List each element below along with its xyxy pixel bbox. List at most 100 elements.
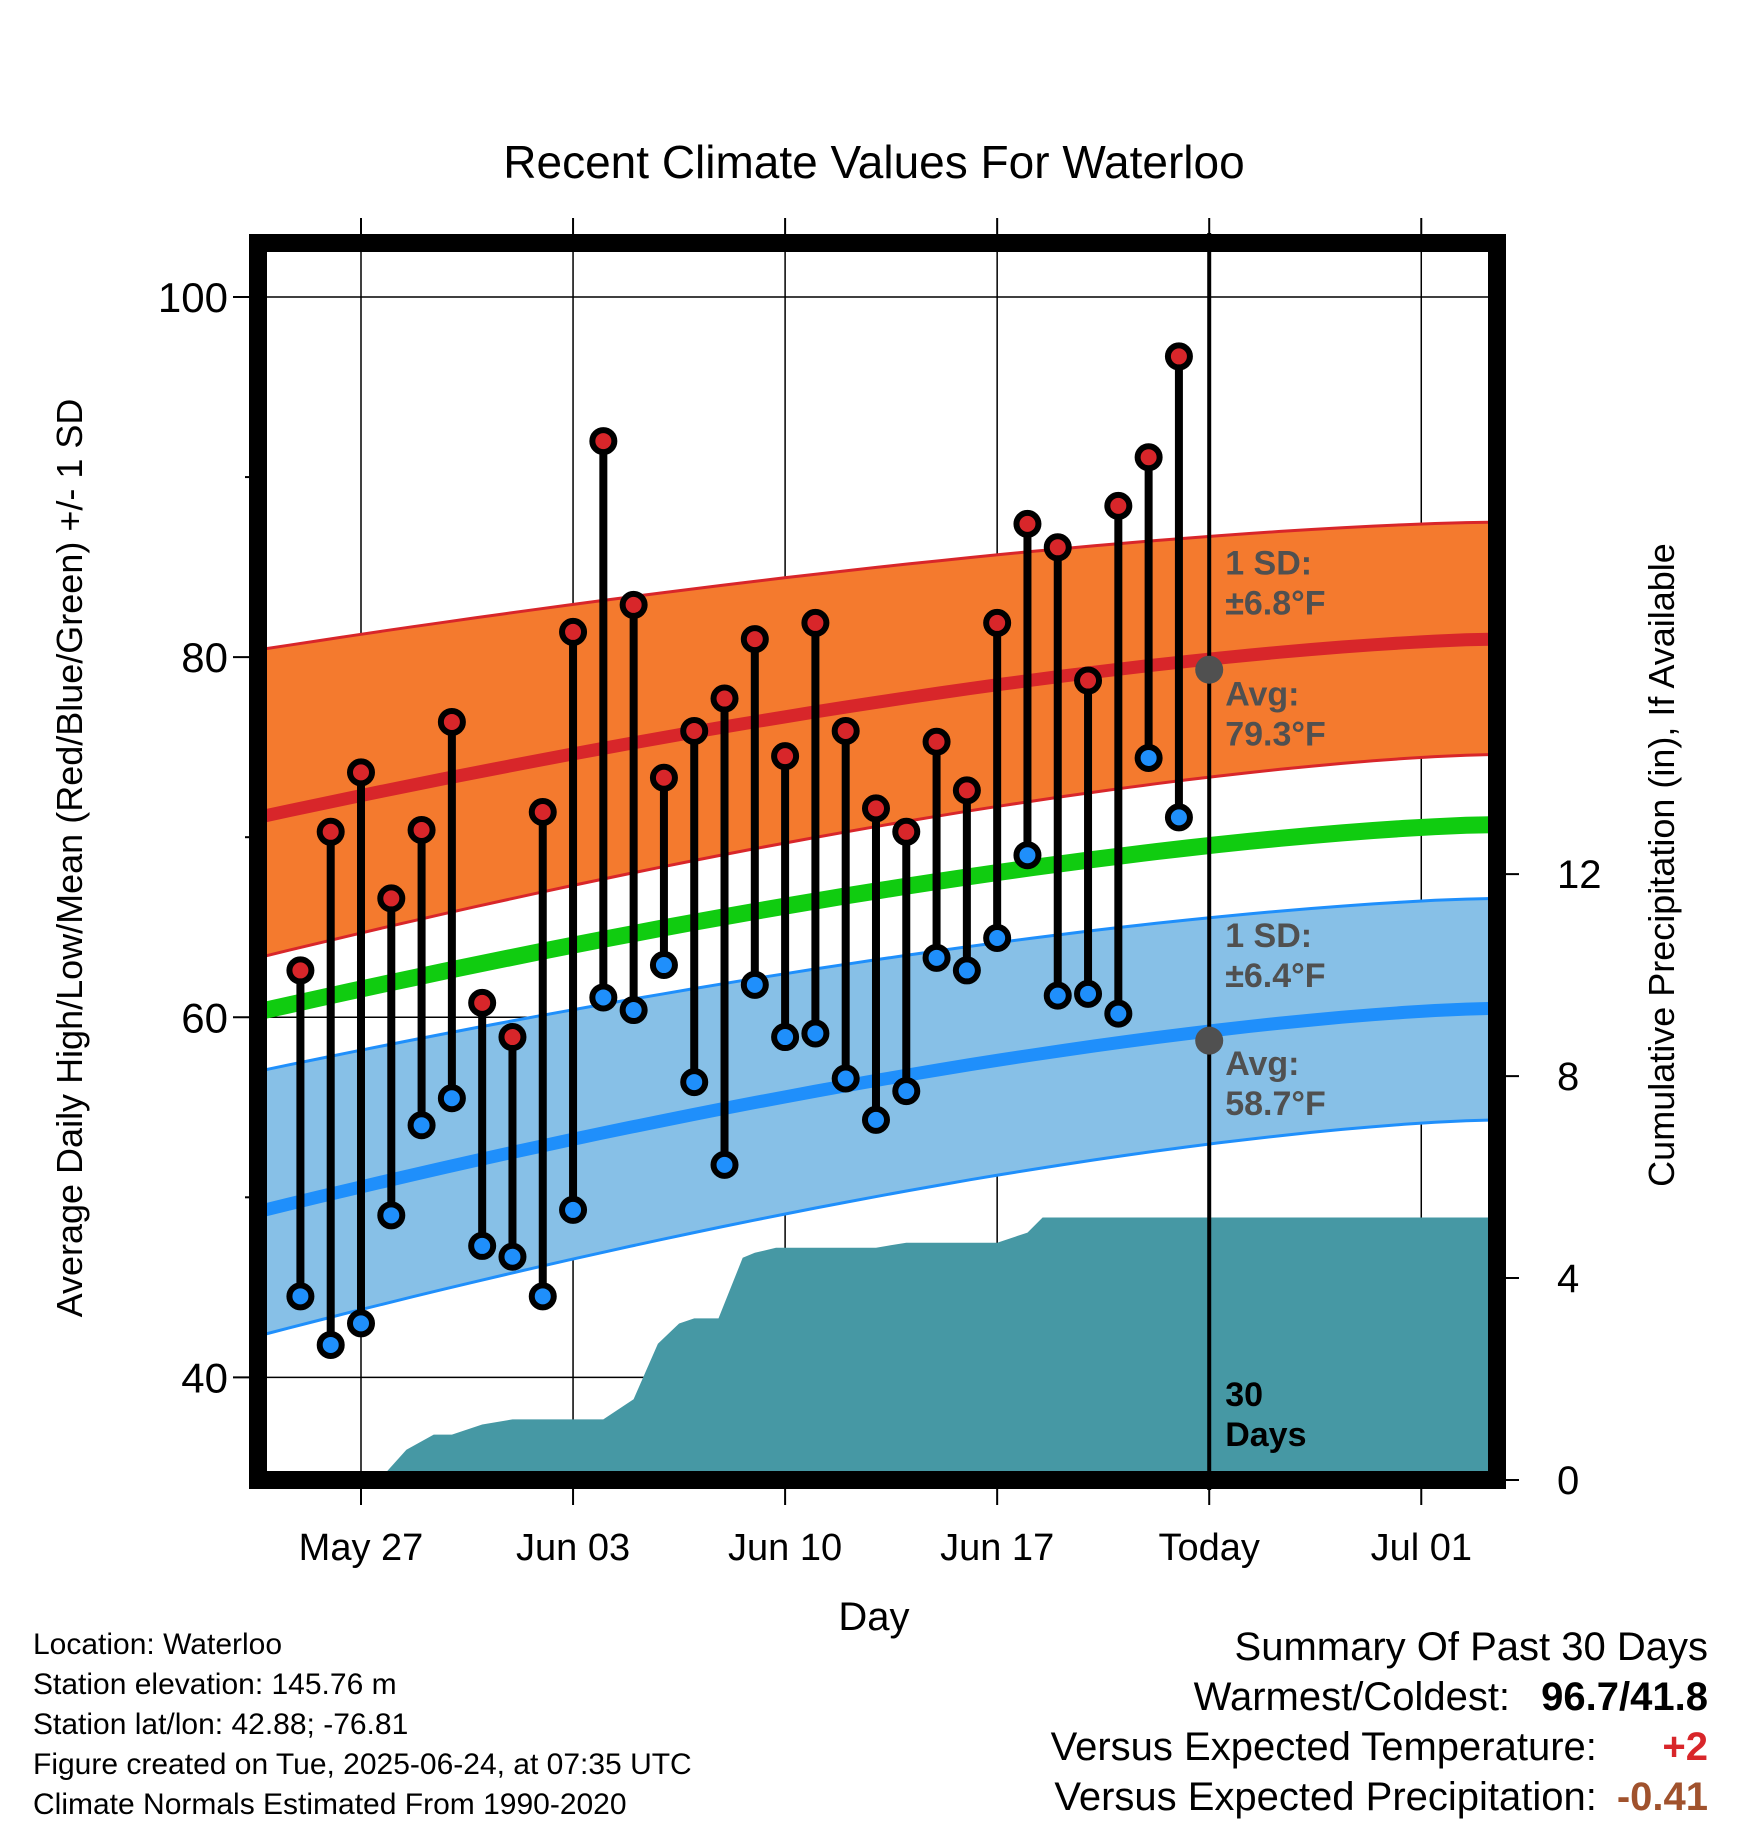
low-point <box>649 951 678 980</box>
high-point <box>1104 491 1133 520</box>
high-sd-annotation-line-2: ±6.8°F <box>1225 584 1325 622</box>
high-point <box>619 590 648 619</box>
low-point <box>861 1105 890 1134</box>
low-avg-annotation-line-1: Avg: <box>1225 1045 1299 1083</box>
precip-vs-expected-row: Versus Expected Precipitation: -0.41 <box>1051 1772 1708 1822</box>
high-point <box>831 716 860 745</box>
summary-heading: Summary Of Past 30 Days <box>1234 1625 1708 1669</box>
high-point <box>346 758 375 787</box>
low-point <box>740 970 769 999</box>
y-tick-label-right: 8 <box>1557 1055 1579 1099</box>
low-point <box>983 924 1012 953</box>
low-point <box>952 956 981 985</box>
y-axis-label-left: Average Daily High/Low/Mean (Red/Blue/Gr… <box>49 399 90 1318</box>
high-point <box>922 727 951 756</box>
latlon-text: Station lat/lon: 42.88; -76.81 <box>33 1708 409 1741</box>
high-normal-line <box>256 632 1498 824</box>
y-tick-label-left: 100 <box>158 274 228 321</box>
low-point <box>286 1282 315 1311</box>
y-tick-label-right: 0 <box>1557 1459 1579 1503</box>
y-tick-label-left: 80 <box>181 634 228 681</box>
y-tick-label-right: 12 <box>1557 853 1602 897</box>
x-tick-label: Jun 17 <box>940 1527 1054 1569</box>
high-point <box>468 988 497 1017</box>
high-point <box>377 884 406 913</box>
low-point <box>892 1077 921 1106</box>
low-point <box>316 1330 345 1359</box>
today-low-normal-marker <box>1195 1026 1224 1055</box>
high-point <box>649 763 678 792</box>
days-annotation-line-2: Days <box>1225 1416 1306 1454</box>
chart-title: Recent Climate Values For Waterloo <box>503 136 1244 188</box>
high-point <box>740 625 769 654</box>
high-point <box>1164 342 1193 371</box>
temp-vs-expected-label: Versus Expected Temperature: <box>1050 1725 1597 1769</box>
plot-frame <box>249 234 1506 1489</box>
x-tick-label: Jun 03 <box>516 1527 630 1569</box>
high-point <box>286 956 315 985</box>
high-point <box>983 608 1012 637</box>
high-point <box>1134 443 1163 472</box>
location-text: Location: Waterloo <box>33 1628 283 1661</box>
x-tick-label: Jun 10 <box>728 1527 842 1569</box>
warmest-coldest-label: Warmest/Coldest: <box>1193 1675 1511 1719</box>
low-point <box>680 1068 709 1097</box>
normals-text: Climate Normals Estimated From 1990-2020 <box>33 1788 627 1821</box>
low-point <box>771 1023 800 1052</box>
low-point <box>1164 803 1193 832</box>
high-sd-band-upper-edge <box>257 520 1498 652</box>
today-high-normal-marker <box>1195 655 1224 684</box>
temp-vs-expected-row: Versus Expected Temperature: +2 <box>1051 1722 1708 1772</box>
low-point <box>528 1282 557 1311</box>
low-point <box>922 943 951 972</box>
low-point <box>346 1309 375 1338</box>
high-point <box>1013 509 1042 538</box>
low-sd-band-lower-edge <box>257 1118 1498 1338</box>
warmest-coldest-value: 96.7/41.8 <box>1541 1675 1708 1719</box>
summary-panel: Summary Of Past 30 Days Warmest/Coldest:… <box>1051 1622 1708 1822</box>
low-point <box>407 1111 436 1140</box>
low-point <box>801 1019 830 1048</box>
low-point <box>559 1195 588 1224</box>
low-point <box>1134 743 1163 772</box>
high-point <box>498 1023 527 1052</box>
low-point <box>831 1064 860 1093</box>
y-tick-label-left: 40 <box>181 1354 228 1401</box>
warmest-coldest-row: Warmest/Coldest: 96.7/41.8 <box>1051 1672 1708 1722</box>
x-axis-label: Day <box>838 1595 909 1639</box>
high-point <box>892 817 921 846</box>
low-sd-annotation-line-1: 1 SD: <box>1225 917 1312 955</box>
precip-vs-expected-label: Versus Expected Precipitation: <box>1054 1775 1597 1819</box>
low-point <box>1043 981 1072 1010</box>
high-point <box>952 776 981 805</box>
low-point <box>468 1231 497 1260</box>
high-point <box>589 427 618 456</box>
high-point <box>1043 533 1072 562</box>
high-avg-annotation-line-1: Avg: <box>1225 676 1299 714</box>
x-tick-label: Jul 01 <box>1371 1527 1472 1569</box>
high-point <box>771 742 800 771</box>
days-annotation-line-1: 30 <box>1225 1376 1263 1414</box>
low-avg-annotation-line-2: 58.7°F <box>1225 1085 1326 1123</box>
high-sd-annotation-line-1: 1 SD: <box>1225 544 1312 582</box>
low-point <box>710 1150 739 1179</box>
created-text: Figure created on Tue, 2025-06-24, at 07… <box>33 1748 692 1781</box>
x-tick-label: Today <box>1159 1527 1260 1569</box>
high-point <box>528 797 557 826</box>
high-point <box>407 815 436 844</box>
low-sd-annotation-line-2: ±6.4°F <box>1225 957 1325 995</box>
precip-vs-expected-value: -0.41 <box>1616 1775 1708 1819</box>
station-info: Location: Waterloo Station elevation: 14… <box>33 1625 692 1825</box>
high-point <box>861 794 890 823</box>
y-axis-label-right: Cumulative Precipitation (in), If Availa… <box>1641 543 1682 1187</box>
high-point <box>710 684 739 713</box>
precipitation-area <box>258 1217 1497 1480</box>
elevation-text: Station elevation: 145.76 m <box>33 1668 397 1701</box>
y-tick-label-right: 4 <box>1557 1257 1579 1301</box>
temp-vs-expected-value: +2 <box>1662 1725 1708 1769</box>
high-point <box>559 617 588 646</box>
low-point <box>377 1201 406 1230</box>
x-tick-label: May 27 <box>299 1527 424 1569</box>
low-point <box>1074 979 1103 1008</box>
